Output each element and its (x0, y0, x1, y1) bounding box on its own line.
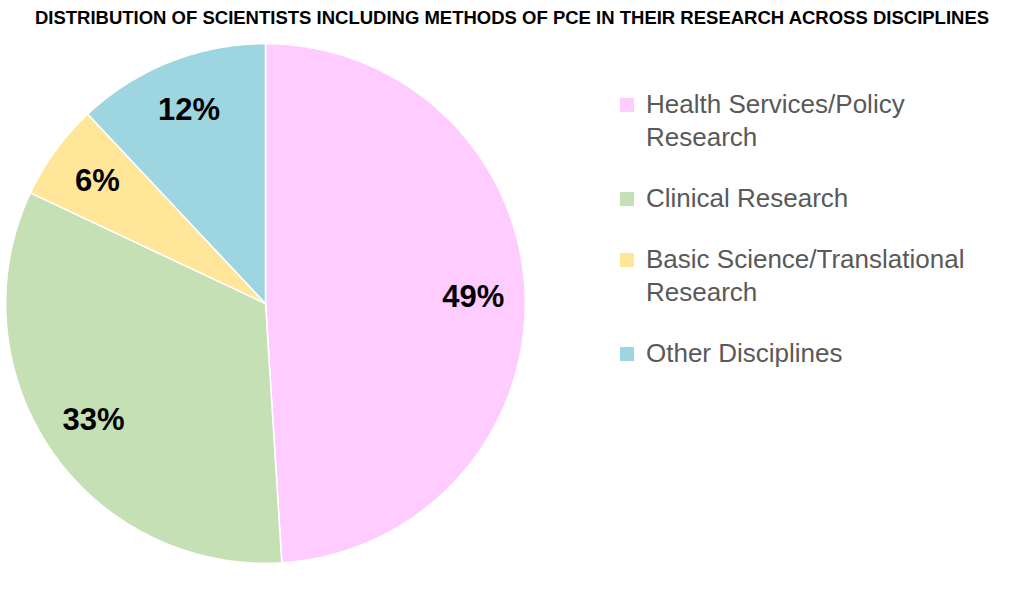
svg-text:33%: 33% (63, 402, 125, 437)
svg-text:6%: 6% (75, 163, 120, 198)
html-text:Clinical Research: Clinical Research (646, 183, 849, 213)
html-text:Health Services/Policy Researc: Health Services/Policy Research (646, 89, 905, 152)
svg-text:49%: 49% (442, 279, 504, 314)
html-text:DISTRIBUTION OF SCIENTISTS INC: DISTRIBUTION OF SCIENTISTS INCLUDING MET… (34, 7, 990, 28)
svg-text:12%: 12% (158, 92, 220, 127)
html-text:Other Disciplines: Other Disciplines (646, 338, 843, 368)
html-text:Basic Science/Translational Re: Basic Science/Translational Research (646, 244, 965, 307)
